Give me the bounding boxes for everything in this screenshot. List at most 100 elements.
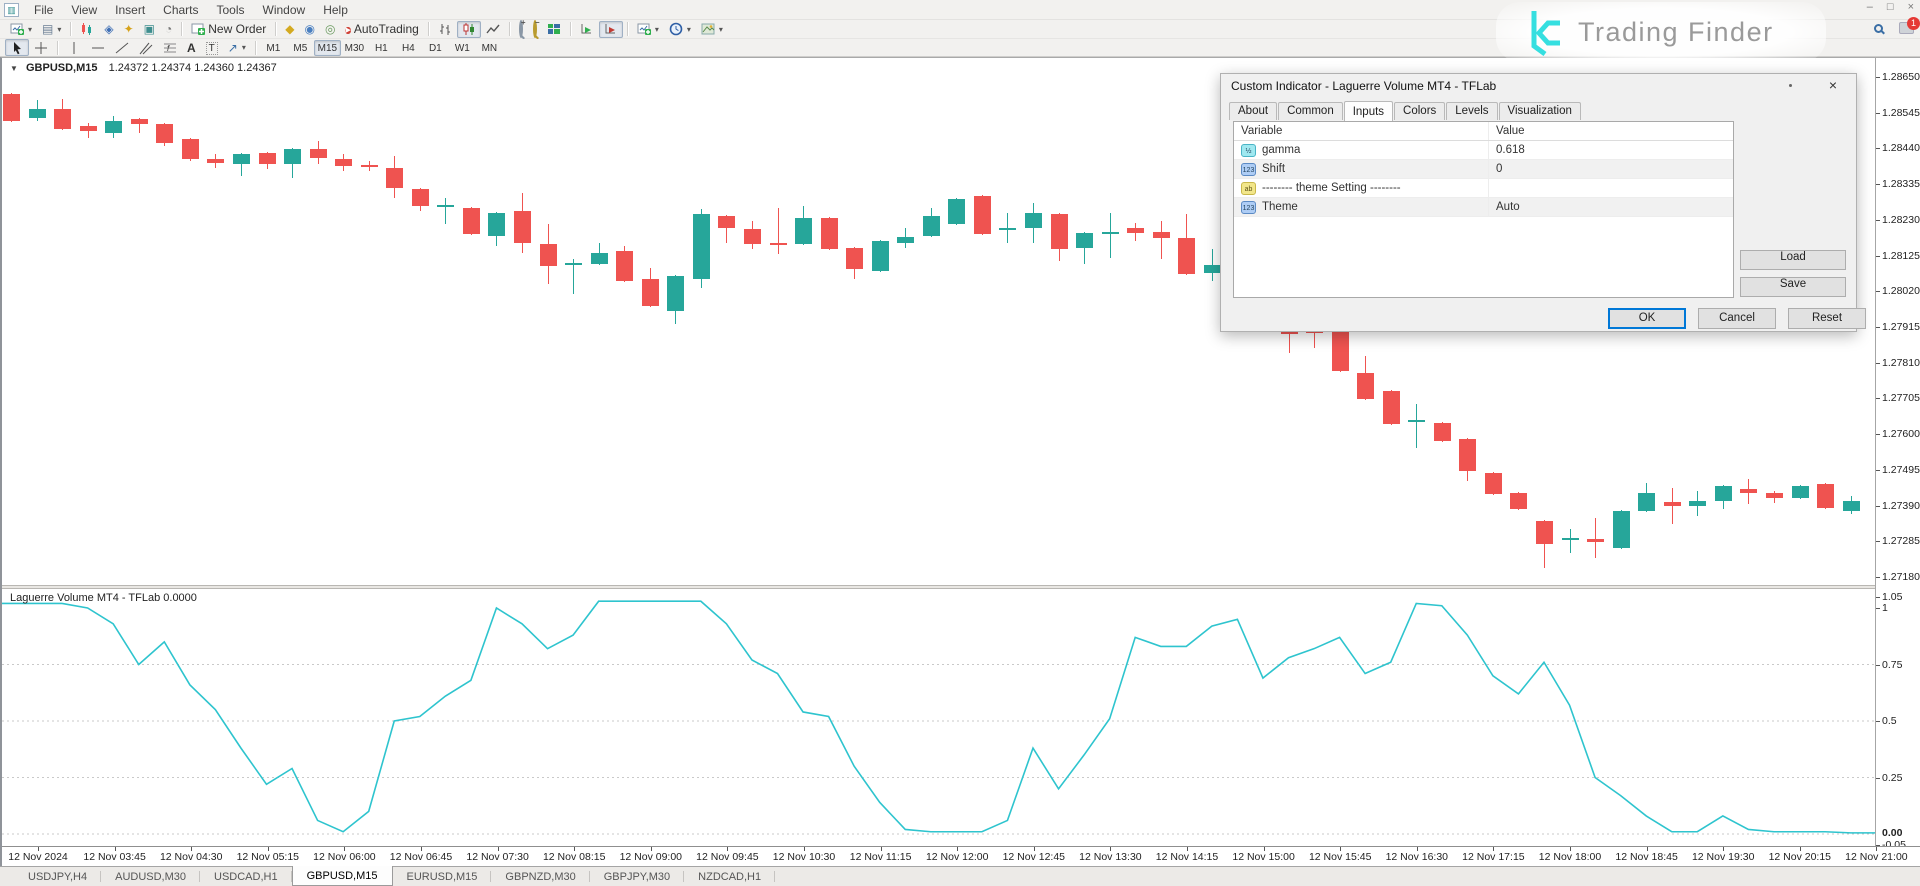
column-variable: Variable — [1234, 122, 1489, 140]
indicator-pane[interactable]: Laguerre Volume MT4 - TFLab 0.0000 — [2, 589, 1875, 846]
value-cell[interactable]: Auto — [1496, 201, 1520, 213]
trendline-button[interactable] — [110, 39, 134, 56]
dialog-tab-common[interactable]: Common — [1278, 102, 1343, 120]
vertical-line-button[interactable] — [62, 39, 86, 56]
menu-file[interactable]: File — [34, 2, 54, 17]
menu-tools[interactable]: Tools — [216, 2, 245, 17]
menu-help[interactable]: Help — [323, 2, 348, 17]
timeframe-h1[interactable]: H1 — [374, 42, 388, 54]
chart-tab-gbpnzd-m30[interactable]: GBPNZD,M30 — [491, 867, 590, 886]
timeframe-mn[interactable]: MN — [481, 42, 498, 54]
new-order-button[interactable]: New Order — [186, 21, 271, 38]
line-chart-button[interactable] — [481, 21, 505, 38]
experts-button[interactable]: ◉ — [300, 21, 320, 38]
chart-tab-usdjpy-h4[interactable]: USDJPY,H4 — [14, 867, 102, 886]
chart-tab-gbpjpy-m30[interactable]: GBPJPY,M30 — [590, 867, 685, 886]
candle-bull — [590, 252, 608, 265]
timeframe-d1[interactable]: D1 — [428, 42, 442, 54]
zoom-in-button[interactable]: + — [514, 18, 528, 38]
auto-scroll-button[interactable] — [575, 21, 599, 38]
candle-wick — [1671, 487, 1673, 524]
dialog-title[interactable]: Custom Indicator - Laguerre Volume MT4 -… — [1231, 79, 1497, 93]
terminal-button[interactable]: ▣ — [139, 21, 160, 38]
search-icon[interactable] — [1874, 23, 1883, 33]
restore-icon[interactable]: □ — [1886, 1, 1894, 13]
chart-tab-audusd-m30[interactable]: AUDUSD,M30 — [101, 867, 201, 886]
price-tick — [1876, 469, 1880, 471]
horizontal-line-button[interactable] — [86, 39, 110, 56]
value-cell[interactable]: 0 — [1496, 163, 1503, 175]
dialog-tab-visualization[interactable]: Visualization — [1498, 102, 1581, 120]
timeframe-h4[interactable]: H4 — [401, 42, 415, 54]
chart-tab-nzdcad-h1[interactable]: NZDCAD,H1 — [684, 867, 776, 886]
load-button[interactable]: Load — [1740, 250, 1846, 270]
tile-windows-button[interactable] — [542, 21, 566, 38]
text-label-button[interactable]: T — [201, 39, 223, 56]
price-label: 1.27810 — [1882, 356, 1920, 369]
candlestick-chart-button[interactable] — [456, 20, 481, 38]
menu-view[interactable]: View — [71, 2, 98, 17]
price-label: 1.28650 — [1882, 71, 1920, 83]
chart-shift-button[interactable] — [598, 20, 623, 38]
save-button[interactable]: Save — [1740, 277, 1846, 297]
candlestick-plot[interactable] — [2, 58, 1875, 585]
metaeditor-button[interactable]: ◆ — [280, 21, 299, 38]
periods-button[interactable]: ▾ — [664, 21, 696, 38]
close-icon[interactable]: × — [1907, 1, 1914, 13]
equidistant-channel-button[interactable] — [134, 39, 158, 56]
navigator-button[interactable]: ✦ — [119, 21, 139, 38]
indicators-button[interactable]: ▾ — [632, 21, 664, 38]
menu-window[interactable]: Window — [262, 2, 306, 17]
ok-button[interactable]: OK — [1608, 308, 1686, 329]
timeframe-m1[interactable]: M1 — [266, 42, 281, 54]
market-watch-button[interactable] — [75, 21, 99, 38]
input-row-1[interactable]: ½ gamma 0.618 — [1234, 141, 1733, 160]
dialog-tab-about[interactable]: About — [1229, 102, 1278, 120]
text-button[interactable]: A — [182, 39, 201, 56]
reset-button[interactable]: Reset — [1788, 308, 1866, 329]
time-axis[interactable]: 12 Nov 2024 12 Nov 03:45 12 Nov 04:30 12 No… — [2, 846, 1920, 867]
autotrading-button[interactable]: ▶ AutoTrading — [340, 21, 423, 38]
data-window-button[interactable]: ◈ — [99, 21, 118, 38]
new-chart-button[interactable]: ▾ — [5, 21, 37, 38]
value-cell[interactable]: 0.618 — [1496, 144, 1525, 156]
pane-divider[interactable] — [2, 585, 1875, 589]
price-axis[interactable]: 1.28650 1.28545 1.28440 1.28335 1.28230 1.281… — [1875, 58, 1920, 851]
crosshair-button[interactable] — [29, 39, 53, 56]
chart-tab-usdcad-h1[interactable]: USDCAD,H1 — [200, 867, 292, 886]
timeframe-w1[interactable]: W1 — [454, 42, 470, 54]
open-profile-button[interactable]: ▤ ▾ — [37, 21, 66, 38]
arrows-button[interactable]: ↗ ▾ — [223, 39, 251, 56]
tab-divider — [100, 871, 102, 882]
cancel-button[interactable]: Cancel — [1698, 308, 1776, 329]
menu-charts[interactable]: Charts — [163, 2, 199, 17]
dialog-tab-colors[interactable]: Colors — [1394, 102, 1446, 120]
fibonacci-retracement-button[interactable]: f — [158, 39, 182, 56]
notification-icon[interactable]: 1 — [1899, 17, 1920, 34]
input-row-4[interactable]: 123 Theme Auto — [1234, 198, 1733, 217]
time-label: 12 Nov 10:30 — [772, 851, 836, 863]
bar-chart-button[interactable] — [433, 21, 457, 38]
time-label: 12 Nov 08:15 — [542, 851, 606, 863]
strategy-tester-button[interactable]: ◔ — [160, 21, 177, 38]
cursor-button[interactable] — [5, 39, 29, 56]
input-row-3[interactable]: ab -------- theme Setting -------- — [1234, 179, 1733, 198]
input-row-2[interactable]: 123 Shift 0 — [1234, 160, 1733, 179]
dialog-tab-levels[interactable]: Levels — [1446, 102, 1498, 120]
tab-divider — [774, 871, 776, 882]
minimize-icon[interactable]: – — [1866, 1, 1873, 13]
chart-tab-eurusd-m15[interactable]: EURUSD,M15 — [393, 867, 492, 886]
timeframe-m30[interactable]: M30 — [344, 42, 365, 54]
timeframe-m15[interactable]: M15 — [313, 39, 341, 56]
menu-insert[interactable]: Insert — [115, 2, 146, 17]
zoom-out-button[interactable]: − — [528, 18, 542, 38]
chart-tab-gbpusd-m15[interactable]: GBPUSD,M15 — [291, 866, 393, 886]
time-tick — [1570, 847, 1571, 851]
news-button[interactable]: ◎ — [320, 21, 340, 38]
terminal-icon: ▣ — [143, 22, 156, 36]
chevron-down-icon[interactable]: ▼ — [10, 64, 18, 73]
dialog-tab-inputs[interactable]: Inputs — [1343, 101, 1394, 121]
templates-button[interactable]: ▾ — [696, 21, 728, 38]
dialog-close-icon[interactable]: × — [1828, 77, 1838, 93]
timeframe-m5[interactable]: M5 — [293, 42, 308, 54]
